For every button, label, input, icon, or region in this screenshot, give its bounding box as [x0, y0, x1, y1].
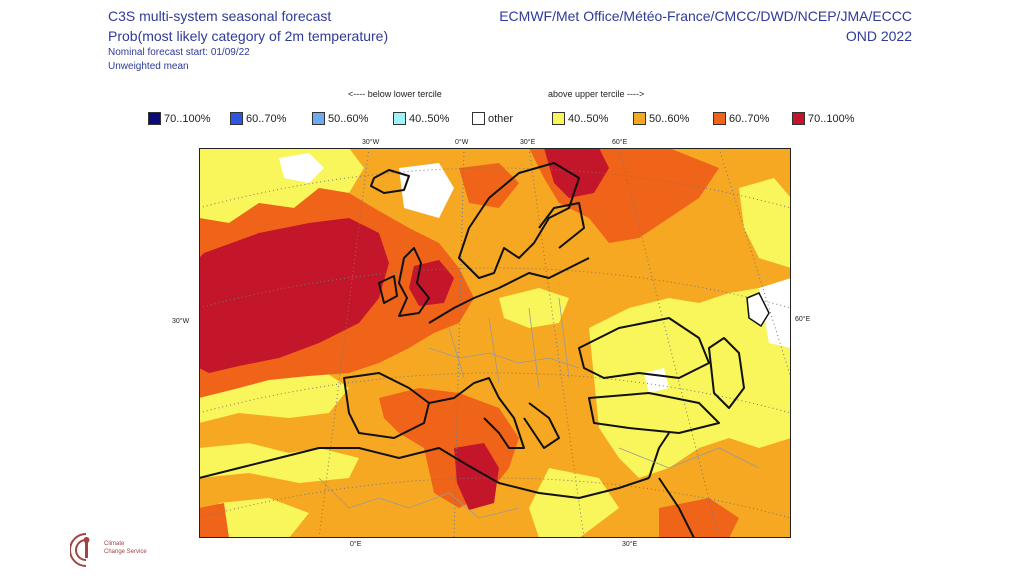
- prob-60-70-area: [459, 163, 519, 208]
- prob-other-area: [399, 163, 454, 218]
- prob-60-70-area: [199, 503, 229, 538]
- prob-40-50-area: [589, 288, 791, 478]
- prob-70-100-area: [544, 148, 609, 198]
- header-right: ECMWF/Met Office/Météo-France/CMCC/DWD/N…: [499, 6, 912, 46]
- graticule: [199, 148, 791, 538]
- legend-swatch: [633, 112, 646, 125]
- lon-label-top: 30°E: [520, 139, 536, 146]
- prob-70-100-area: [199, 218, 389, 373]
- lake: [746, 292, 770, 328]
- legend-swatch: [472, 112, 485, 125]
- lon-label-top: 0°W: [455, 139, 469, 146]
- legend-item: 50..60%: [312, 112, 368, 125]
- legend-item: 40..50%: [552, 112, 608, 125]
- prob-other-area: [279, 153, 324, 183]
- legend-label: 40..50%: [568, 112, 609, 125]
- c3s-logo: [69, 530, 102, 575]
- lon-label-top: 30°W: [362, 139, 380, 146]
- header-left: C3S multi-system seasonal forecast Prob(…: [108, 6, 388, 74]
- legend-swatch: [148, 112, 161, 125]
- lat-label-right: 60°E: [795, 316, 811, 323]
- prob-other-area: [759, 278, 791, 348]
- lon-label-bottom: 30°E: [622, 541, 638, 548]
- title-line-2: Prob(most likely category of 2m temperat…: [108, 28, 389, 44]
- centres-text: ECMWF/Met Office/Météo-France/CMCC/DWD/N…: [499, 8, 912, 24]
- legend-label: 70..100%: [164, 112, 211, 125]
- legend-label: 60..70%: [246, 112, 287, 125]
- mean-type-text: Unweighted mean: [108, 61, 189, 72]
- legend-swatch: [312, 112, 325, 125]
- legend-item: 40..50%: [393, 112, 449, 125]
- legend-label: 50..60%: [649, 112, 690, 125]
- prob-40-50-area: [499, 288, 569, 328]
- copernicus-logo-icon: [69, 533, 90, 567]
- legend-label: 50..60%: [328, 112, 369, 125]
- legend-item: 70..100%: [148, 112, 210, 125]
- legend-item: 60..70%: [230, 112, 286, 125]
- legend-swatch: [713, 112, 726, 125]
- prob-40-50-area: [739, 178, 791, 268]
- above-tercile-label: above upper tercile ---->: [548, 89, 645, 99]
- legend-item: 50..60%: [633, 112, 689, 125]
- legend-item: other: [472, 112, 513, 125]
- prob-70-100-area: [454, 443, 499, 510]
- prob-40-50-area: [529, 468, 619, 538]
- legend-swatch: [393, 112, 406, 125]
- map-border: [199, 148, 791, 538]
- forecast-map-svg: [199, 148, 791, 538]
- legend-label: 70..100%: [808, 112, 855, 125]
- legend-label: other: [488, 112, 514, 125]
- legend-label: 40..50%: [409, 112, 450, 125]
- logo-text: Climate Change Service: [104, 540, 147, 556]
- lon-label-bottom: 0°E: [350, 541, 362, 548]
- prob-40-50-area: [199, 443, 359, 483]
- legend-label: 60..70%: [729, 112, 770, 125]
- lon-label-top: 60°E: [612, 139, 628, 146]
- country-borders: [318, 297, 760, 519]
- legend-item: 70..100%: [792, 112, 854, 125]
- prob-40-50-area: [219, 498, 309, 538]
- legend-swatch: [230, 112, 243, 125]
- lat-label-left: 30°W: [172, 318, 190, 325]
- coastlines: [199, 162, 745, 538]
- forecast-map: [199, 148, 791, 538]
- title-line-1: C3S multi-system seasonal forecast: [108, 8, 332, 24]
- period-text: OND 2022: [845, 28, 912, 44]
- legend-swatch: [792, 112, 805, 125]
- legend-swatch: [552, 112, 565, 125]
- legend-item: 60..70%: [713, 112, 769, 125]
- nominal-start-text: Nominal forecast start: 01/09/22: [108, 47, 250, 58]
- below-tercile-label: <---- below lower tercile: [348, 89, 442, 99]
- logo-text-line-2: Change Service: [104, 549, 147, 555]
- logo-text-line-1: Climate: [104, 541, 125, 547]
